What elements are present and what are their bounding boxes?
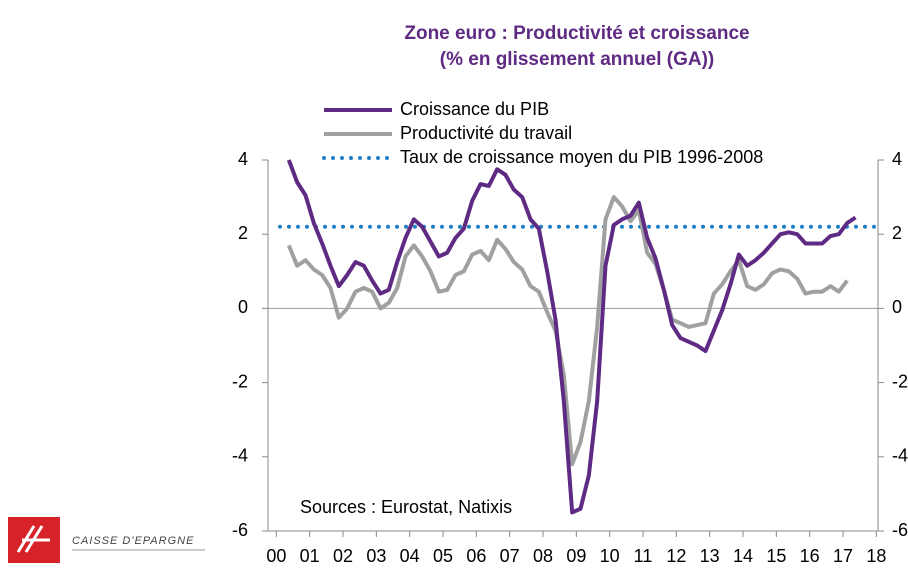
annotation: Sources : Eurostat, Natixis (300, 497, 512, 517)
x-tick-label: 12 (666, 546, 686, 566)
logo: CAISSE D'EPARGNE (8, 517, 205, 563)
x-tick-label: 03 (366, 546, 386, 566)
y2-tick-label: 4 (892, 149, 902, 169)
x-tick-label: 06 (466, 546, 486, 566)
y2-tick-label: 2 (892, 223, 902, 243)
chart-title: Zone euro : Productivité et croissance (404, 23, 749, 44)
x-tick-label: 17 (833, 546, 853, 566)
x-tick-label: 05 (433, 546, 453, 566)
y-tick-label: -2 (232, 371, 248, 391)
x-tick-label: 01 (300, 546, 320, 566)
series-line (286, 195, 849, 467)
x-tick-label: 14 (733, 546, 753, 566)
y-tick-label: 0 (238, 297, 248, 317)
legend-label: Taux de croissance moyen du PIB 1996-200… (400, 147, 763, 167)
legend-label: Productivité du travail (400, 123, 572, 143)
x-tick-label: 16 (800, 546, 820, 566)
y2-tick-label: -6 (892, 520, 908, 540)
x-tick-label: 09 (566, 546, 586, 566)
legend-label: Croissance du PIB (400, 99, 549, 119)
logo-text: CAISSE D'EPARGNE (72, 535, 194, 547)
chart-subtitle: (% en glissement annuel (GA)) (440, 49, 714, 70)
x-tick-label: 13 (700, 546, 720, 566)
y-tick-label: 2 (238, 223, 248, 243)
x-tick-label: 00 (266, 546, 286, 566)
x-tick-label: 11 (634, 546, 653, 566)
series-line (286, 159, 857, 515)
y-tick-label: -6 (232, 520, 248, 540)
x-tick-label: 04 (400, 546, 420, 566)
y2-tick-label: -4 (892, 446, 908, 466)
x-tick-label: 15 (766, 546, 786, 566)
x-tick-label: 18 (866, 546, 886, 566)
y-tick-label: -4 (232, 446, 248, 466)
y2-tick-label: -2 (892, 371, 908, 391)
x-tick-label: 08 (533, 546, 553, 566)
y-tick-label: 4 (238, 149, 248, 169)
logo-icon (16, 525, 50, 553)
x-tick-label: 07 (500, 546, 520, 566)
x-tick-label: 10 (600, 546, 620, 566)
y2-tick-label: 0 (892, 297, 902, 317)
x-tick-label: 02 (333, 546, 353, 566)
